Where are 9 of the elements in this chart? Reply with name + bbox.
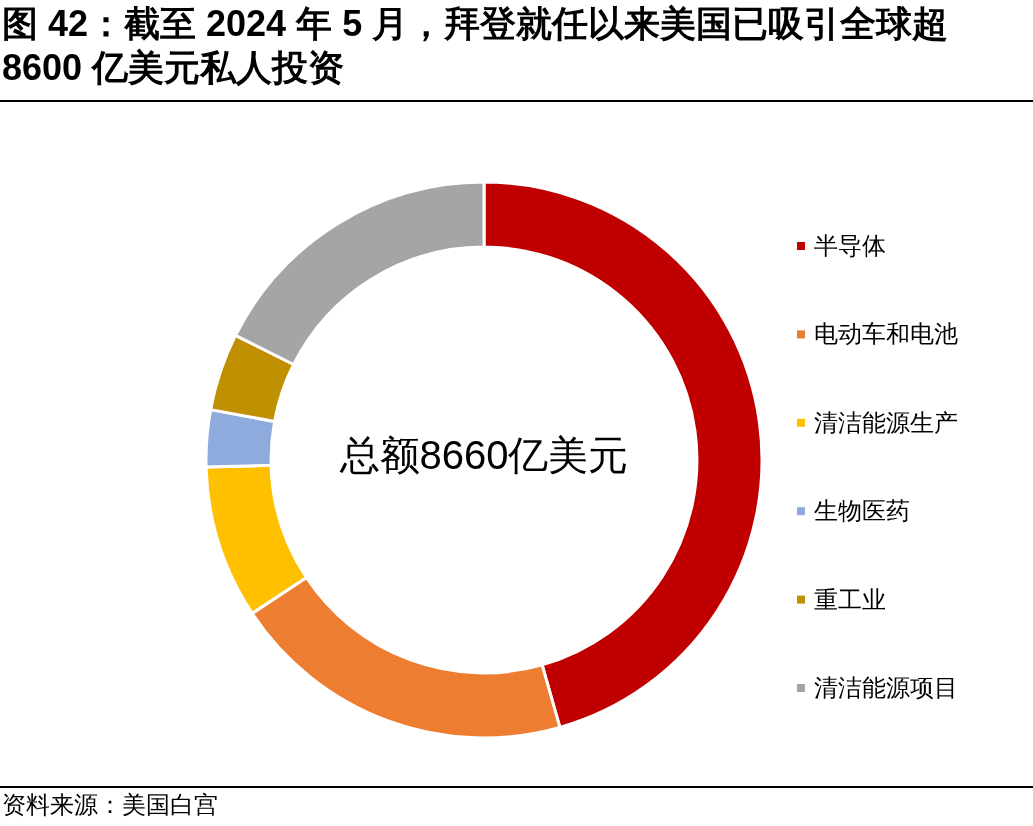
text: 总额8660亿美元: [338, 433, 629, 477]
legend-label: 半导体: [814, 232, 886, 259]
chart-title: 图 42：截至 2024 年 5 月，拜登就任以来美国已吸引全球超 8600 亿美元私人投资: [2, 2, 950, 90]
legend-label: 电动车和电池: [814, 320, 958, 348]
legend-label: 生物医药: [814, 497, 910, 525]
legend-label: 重工业: [814, 585, 886, 613]
legend-label: 清洁能源生产: [814, 408, 958, 436]
text: 资料来源：美国白宫: [2, 790, 218, 820]
legend-label: 清洁能源项目: [814, 674, 958, 701]
